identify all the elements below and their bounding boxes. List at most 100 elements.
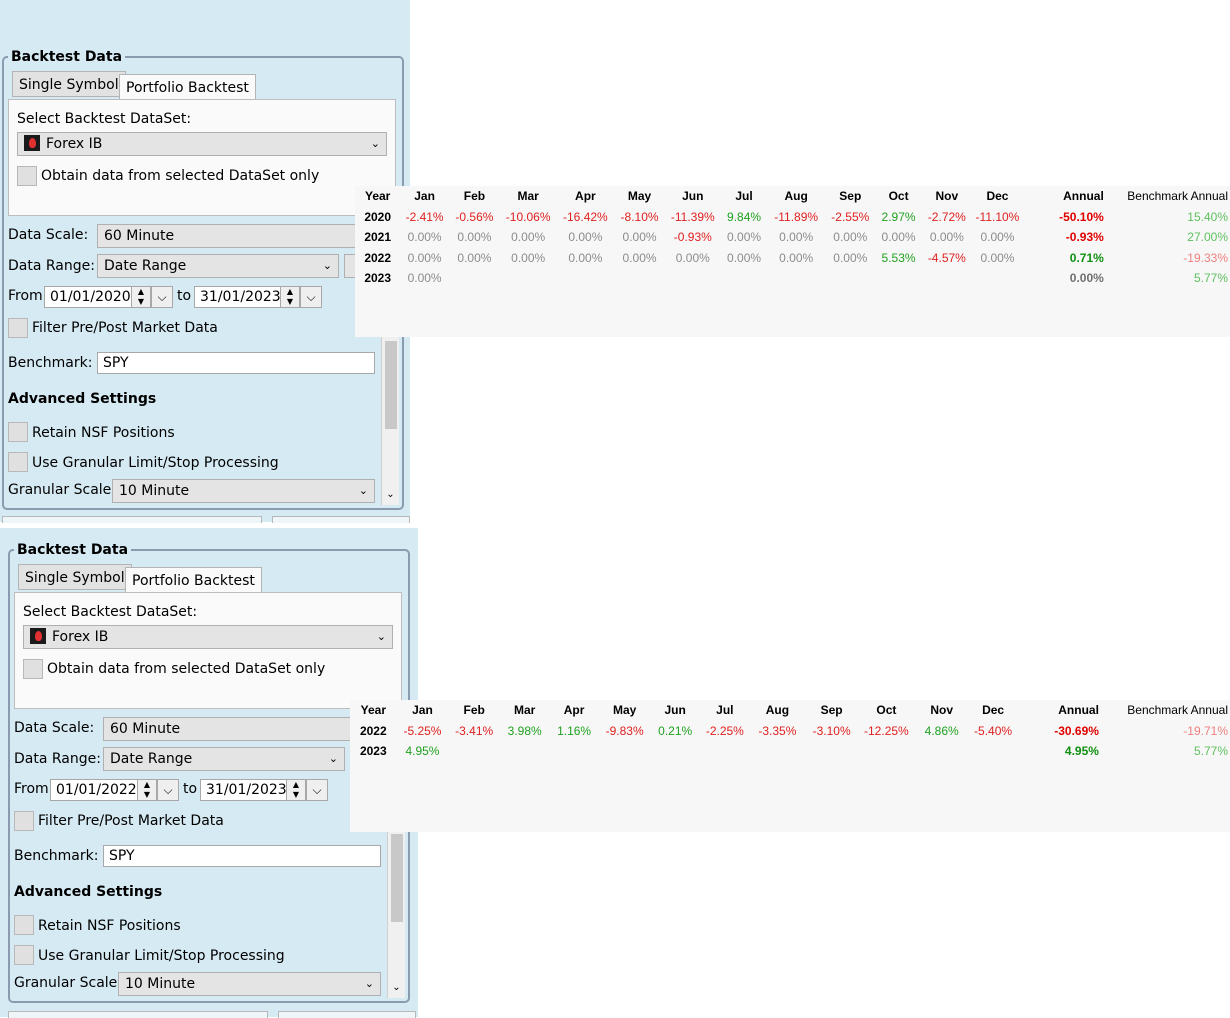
month-return-cell: 0.00%: [407, 271, 442, 286]
scrollbar-thumb[interactable]: [385, 341, 397, 429]
benchmark-annual-cell: 5.77%: [1193, 271, 1228, 286]
to-date-input[interactable]: 31/01/2023: [200, 779, 288, 801]
month-return-cell: -10.06%: [505, 209, 551, 224]
month-return-cell: [969, 741, 1017, 762]
column-header: May: [627, 189, 652, 204]
dataset-value: Forex IB: [46, 136, 103, 152]
scroll-down-icon[interactable]: ⌄: [392, 982, 401, 993]
from-date-input[interactable]: 01/01/2020: [44, 286, 132, 308]
from-date-input[interactable]: 01/01/2022: [50, 779, 138, 801]
benchmark-annual-cell: -19.71%: [1183, 723, 1228, 738]
table-row: 2023 4.95% 4.95% 5.77%: [350, 741, 1230, 762]
month-return-cell: 5.53%: [881, 250, 916, 265]
month-return-cell: [858, 741, 914, 762]
from-label: From: [14, 781, 49, 797]
chevron-down-icon: ⌄: [358, 484, 368, 497]
obtain-data-label: Obtain data from selected DataSet only: [47, 661, 326, 677]
month-return-cell: -3.41%: [455, 723, 494, 738]
bottom-tab-stub: [278, 1011, 416, 1018]
tab-portfolio-backtest[interactable]: Portfolio Backtest: [125, 567, 262, 595]
granular-processing-label: Use Granular Limit/Stop Processing: [38, 948, 285, 964]
tab-portfolio-backtest[interactable]: Portfolio Backtest: [119, 74, 256, 102]
from-date-spinner[interactable]: ▲ ▼: [131, 286, 151, 308]
month-return-cell: -2.25%: [705, 723, 744, 738]
column-header: Feb: [463, 189, 486, 204]
granular-processing-checkbox[interactable]: [8, 452, 28, 472]
month-return-cell: [556, 268, 614, 289]
granular-scale-select[interactable]: 10 Minute ⌄: [112, 479, 375, 503]
tab-single-symbol[interactable]: Single Symbol: [18, 564, 132, 590]
data-scale-select[interactable]: 60 Minute: [103, 717, 363, 741]
month-return-cell: 0.00%: [407, 230, 442, 245]
month-return-cell: -0.56%: [455, 209, 494, 224]
year-cell: 2022: [359, 723, 387, 738]
from-date-spinner[interactable]: ▲ ▼: [137, 779, 157, 801]
column-header: Feb: [463, 703, 485, 718]
month-return-cell: 0.00%: [407, 250, 442, 265]
retain-nsf-label: Retain NSF Positions: [38, 918, 181, 934]
tab-single-symbol[interactable]: Single Symbol: [12, 71, 126, 97]
month-return-cell: -9.83%: [605, 723, 644, 738]
vertical-scrollbar[interactable]: ⌄: [381, 335, 399, 505]
from-date-dropdown[interactable]: ⌵: [157, 779, 179, 801]
column-header: Oct: [876, 703, 897, 718]
month-return-cell: [922, 268, 972, 289]
benchmark-annual-cell: 5.77%: [1193, 744, 1228, 759]
dataset-select[interactable]: Forex IB ⌄: [17, 132, 387, 156]
to-date-spinner[interactable]: ▲ ▼: [286, 779, 306, 801]
filter-market-checkbox[interactable]: [8, 318, 28, 338]
select-dataset-label: Select Backtest DataSet:: [17, 111, 192, 127]
chevron-down-icon: ⌄: [376, 630, 386, 643]
to-date-input[interactable]: 31/01/2023: [194, 286, 282, 308]
month-return-cell: -4.57%: [927, 250, 966, 265]
granular-scale-select[interactable]: 10 Minute ⌄: [118, 972, 381, 996]
month-return-cell: 0.00%: [980, 230, 1015, 245]
year-cell: 2021: [364, 230, 392, 245]
from-date-dropdown[interactable]: ⌵: [151, 286, 173, 308]
chevron-down-icon: ⌄: [322, 259, 332, 272]
to-date-dropdown[interactable]: ⌵: [306, 779, 328, 801]
column-header: Annual: [1058, 703, 1099, 718]
column-header: Jan: [412, 703, 433, 718]
month-return-cell: 9.84%: [727, 209, 762, 224]
vertical-scrollbar[interactable]: ⌄: [387, 830, 405, 998]
data-range-select[interactable]: Date Range ⌄: [97, 254, 339, 278]
granular-scale-value: 10 Minute: [119, 483, 190, 499]
annual-return-cell: 0.00%: [1069, 271, 1104, 286]
dataset-select[interactable]: Forex IB ⌄: [23, 625, 393, 649]
month-return-cell: [599, 741, 651, 762]
benchmark-label: Benchmark:: [14, 848, 99, 864]
forex-dataset-icon: [24, 135, 40, 151]
scrollbar-thumb[interactable]: [391, 834, 403, 922]
advanced-settings-heading: Advanced Settings: [14, 884, 163, 900]
month-return-cell: -2.72%: [927, 209, 966, 224]
table-header-row: Year Jan Feb Mar Apr May Jun Jul Aug Sep Oct Nov Dec…: [350, 700, 1230, 721]
column-header: Jun: [682, 189, 704, 204]
annual-return-cell: -0.93%: [1065, 230, 1104, 245]
obtain-data-checkbox[interactable]: [23, 659, 43, 679]
data-range-select[interactable]: Date Range ⌄: [103, 747, 345, 771]
annual-return-cell: 0.71%: [1069, 250, 1104, 265]
table-row: 2022 -5.25% -3.41% 3.98% 1.16% -9.83% 0.21% -2.…: [350, 721, 1230, 742]
month-return-cell: [614, 268, 664, 289]
retain-nsf-checkbox[interactable]: [8, 422, 28, 442]
forex-dataset-icon: [30, 628, 46, 644]
data-range-value: Date Range: [104, 258, 187, 274]
filter-market-label: Filter Pre/Post Market Data: [32, 320, 218, 336]
data-scale-select[interactable]: 60 Minute: [97, 224, 357, 248]
granular-processing-checkbox[interactable]: [14, 945, 34, 965]
filter-market-checkbox[interactable]: [14, 811, 34, 831]
month-return-cell: -8.10%: [620, 209, 659, 224]
retain-nsf-checkbox[interactable]: [14, 915, 34, 935]
column-header: May: [612, 703, 637, 718]
to-date-dropdown[interactable]: ⌵: [300, 286, 322, 308]
benchmark-input[interactable]: SPY: [103, 845, 381, 867]
column-header: Benchmark Annual: [1127, 703, 1228, 718]
from-label: From: [8, 288, 43, 304]
obtain-data-checkbox[interactable]: [17, 166, 37, 186]
to-date-spinner[interactable]: ▲ ▼: [280, 286, 300, 308]
benchmark-input[interactable]: SPY: [97, 352, 375, 374]
column-header: Apr: [575, 189, 596, 204]
month-return-cell: [549, 741, 598, 762]
scroll-down-icon[interactable]: ⌄: [386, 489, 395, 500]
